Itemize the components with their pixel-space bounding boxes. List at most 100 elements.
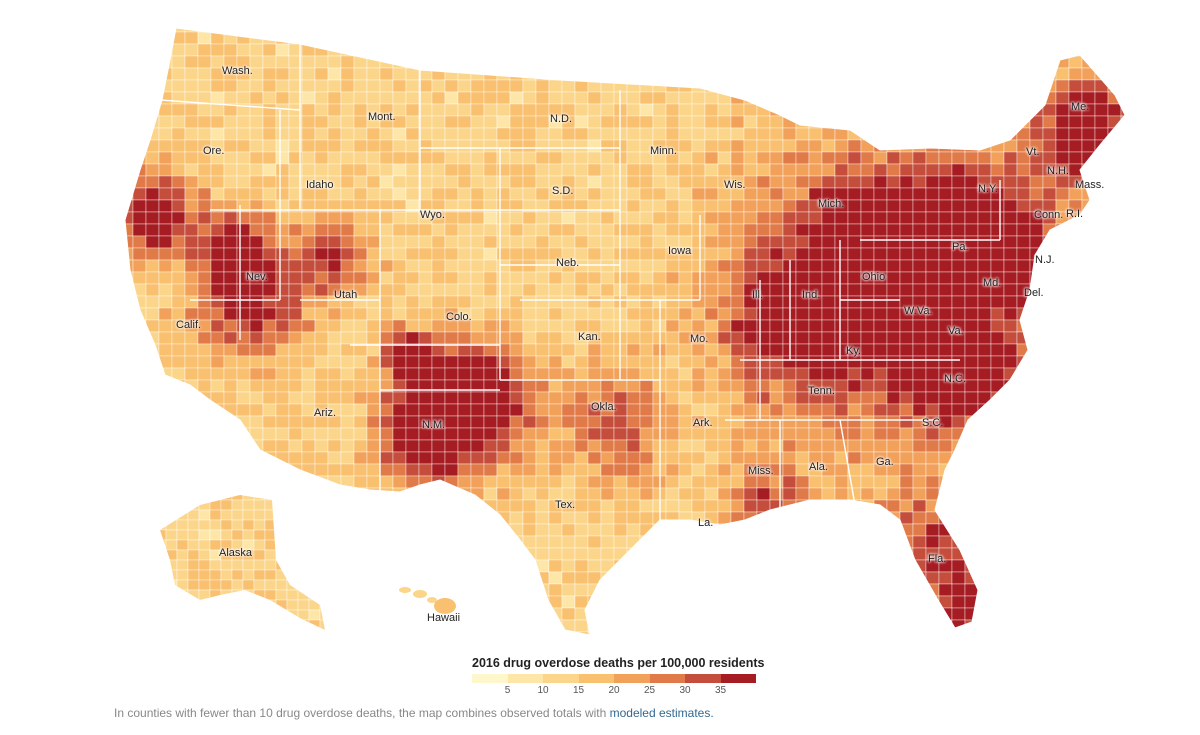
- county-cell: [145, 79, 160, 93]
- county-cell: [964, 115, 979, 129]
- county-cell: [184, 331, 199, 345]
- county-cell: [158, 31, 173, 45]
- county-cell: [366, 163, 381, 177]
- county-cell: [249, 283, 264, 297]
- county-cell: [587, 427, 602, 441]
- county-cell: [125, 367, 134, 381]
- county-cell: [1042, 187, 1057, 201]
- county-cell: [717, 463, 732, 477]
- county-cell: [171, 235, 186, 249]
- county-cell: [808, 571, 823, 585]
- county-cell: [405, 163, 420, 177]
- county-cell: [912, 355, 927, 369]
- county-cell: [808, 91, 823, 105]
- county-cell: [535, 283, 550, 297]
- county-cell: [379, 259, 394, 273]
- county-cell: [561, 475, 576, 489]
- county-cell: [158, 331, 173, 345]
- county-cell: [717, 259, 732, 273]
- county-cell: [483, 547, 498, 561]
- county-cell: [665, 103, 680, 117]
- county-cell: [704, 439, 719, 453]
- modeled-estimates-link[interactable]: modeled estimates.: [609, 706, 714, 720]
- county-cell: [522, 283, 537, 297]
- county-cell: [548, 127, 563, 141]
- county-cell: [899, 475, 914, 489]
- county-cell: [535, 451, 550, 465]
- county-cell: [366, 151, 381, 165]
- county-cell: [165, 495, 178, 501]
- county-cell: [405, 283, 420, 297]
- county-cell: [730, 31, 745, 45]
- county-cell: [964, 103, 979, 117]
- county-cell: [1003, 571, 1018, 585]
- county-cell: [717, 487, 732, 501]
- legend-title: 2016 drug overdose deaths per 100,000 re…: [472, 656, 765, 670]
- county-cell: [730, 79, 745, 93]
- county-cell: [418, 79, 433, 93]
- county-cell: [639, 28, 654, 33]
- county-cell: [483, 319, 498, 333]
- county-cell: [125, 115, 134, 129]
- county-cell: [262, 247, 277, 261]
- county-cell: [1055, 547, 1070, 561]
- county-cell: [483, 463, 498, 477]
- county-cell: [1107, 247, 1122, 261]
- county-cell: [795, 367, 810, 381]
- county-cell: [125, 403, 134, 417]
- county-cell: [795, 631, 810, 635]
- county-cell: [938, 43, 953, 57]
- county-cell: [990, 511, 1005, 525]
- county-cell: [301, 67, 316, 81]
- county-cell: [1003, 31, 1018, 45]
- county-cell: [743, 403, 758, 417]
- county-cell: [197, 127, 212, 141]
- county-cell: [743, 355, 758, 369]
- county-cell: [795, 583, 810, 597]
- county-cell: [314, 91, 329, 105]
- county-cell: [444, 175, 459, 189]
- county-cell: [418, 571, 433, 585]
- county-cell: [626, 547, 641, 561]
- county-cell: [652, 619, 667, 633]
- county-cell: [782, 127, 797, 141]
- county-cell: [964, 295, 979, 309]
- county-cell: [717, 379, 732, 393]
- county-cell: [1120, 55, 1125, 69]
- state-label: S.D.: [552, 185, 574, 197]
- county-cell: [600, 271, 615, 285]
- county-cell: [847, 535, 862, 549]
- county-cell: [938, 595, 953, 609]
- county-cell: [223, 475, 238, 489]
- county-cell: [264, 589, 277, 601]
- county-cell: [886, 499, 901, 513]
- county-cell: [496, 319, 511, 333]
- county-cell: [209, 619, 222, 630]
- county-cell: [308, 495, 321, 501]
- county-cell: [264, 599, 277, 611]
- county-cell: [1094, 571, 1109, 585]
- county-cell: [483, 535, 498, 549]
- county-cell: [782, 463, 797, 477]
- county-cell: [483, 43, 498, 57]
- county-cell: [145, 523, 160, 537]
- county-cell: [431, 31, 446, 45]
- county-cell: [808, 151, 823, 165]
- state-label: N.D.: [550, 113, 572, 125]
- county-cell: [1094, 427, 1109, 441]
- county-cell: [912, 283, 927, 297]
- county-cell: [145, 595, 160, 609]
- county-cell: [977, 607, 992, 621]
- county-cell: [730, 67, 745, 81]
- county-cell: [860, 67, 875, 81]
- county-cell: [1107, 127, 1122, 141]
- county-cell: [431, 535, 446, 549]
- county-cell: [600, 259, 615, 273]
- county-cell: [171, 415, 186, 429]
- county-cell: [1016, 535, 1031, 549]
- county-cell: [899, 28, 914, 33]
- county-cell: [782, 427, 797, 441]
- county-cell: [886, 139, 901, 153]
- county-cell: [691, 259, 706, 273]
- county-cell: [639, 475, 654, 489]
